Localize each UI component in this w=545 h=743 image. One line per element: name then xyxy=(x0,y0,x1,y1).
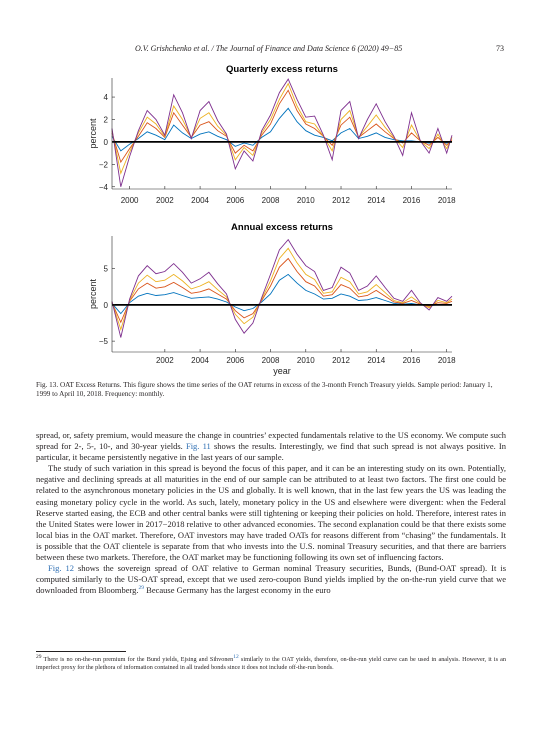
paragraph-1: spread, or, safety premium, would measur… xyxy=(36,430,506,463)
figure-caption: Fig. 13. OAT Excess Returns. This figure… xyxy=(36,381,493,398)
paragraph-1-text-a: spread, or, safety premium, would measur… xyxy=(36,430,506,452)
x-axis-label: year xyxy=(273,366,291,376)
footnote-29-ref[interactable]: 29 xyxy=(138,585,145,592)
y-tick-label: 0 xyxy=(104,301,109,310)
chart-title: Quarterly excess returns xyxy=(226,64,338,75)
y-tick-label: −2 xyxy=(99,160,109,169)
x-tick-label: 2012 xyxy=(332,356,350,365)
x-tick-label: 2008 xyxy=(262,356,280,365)
annual-excess-returns-chart: Annual excess returns −5 0 5 2002 2004 2006 200… xyxy=(88,222,456,376)
footnote-29: 29 There is no on-the-run premium for th… xyxy=(36,653,506,672)
footnote-number: 29 xyxy=(36,653,42,660)
x-tick-label: 2002 xyxy=(156,196,174,205)
x-tick-label: 2004 xyxy=(191,196,209,205)
paragraph-2: The study of such variation in this spre… xyxy=(36,463,506,563)
x-tick-label: 2006 xyxy=(226,196,244,205)
body-text: spread, or, safety premium, would measur… xyxy=(36,430,506,596)
x-tick-label: 2018 xyxy=(438,196,456,205)
x-tick-label: 2010 xyxy=(297,356,315,365)
series-line-s10 xyxy=(111,247,453,332)
x-tick-label: 2000 xyxy=(121,196,139,205)
y-axis-label: percent xyxy=(88,278,98,309)
footnote-text-a: There is no on-the-run premium for the B… xyxy=(41,656,234,663)
chart-title: Annual excess returns xyxy=(231,222,333,233)
x-tick-label: 2002 xyxy=(156,356,174,365)
series-line-s30 xyxy=(111,78,453,187)
paragraph-3-text-b: Because Germany has the largest economy … xyxy=(144,585,331,596)
y-tick-label: 5 xyxy=(104,265,109,274)
x-tick-label: 2016 xyxy=(403,196,421,205)
x-tick-label: 2016 xyxy=(403,356,421,365)
y-tick-label: 0 xyxy=(104,138,109,147)
y-tick-label: 4 xyxy=(104,93,109,102)
x-tick-label: 2010 xyxy=(297,196,315,205)
paragraph-3-text-a: shows the sovereign spread of OAT relati… xyxy=(36,563,507,596)
fig-12-link[interactable]: Fig. 12 xyxy=(48,563,74,574)
x-tick-label: 2008 xyxy=(262,196,280,205)
quarterly-excess-returns-chart: Quarterly excess returns −4 −2 0 2 4 2000 2002 2… xyxy=(88,64,456,205)
x-tick-label: 2014 xyxy=(367,196,385,205)
x-tick-label: 2014 xyxy=(367,356,385,365)
running-title: O.V. Grishchenko et al. / The Journal of… xyxy=(135,44,403,53)
series-line-s5 xyxy=(111,257,453,324)
footnote-rule xyxy=(36,651,126,652)
series-line-s5 xyxy=(111,89,453,164)
ref-12-link[interactable]: 12 xyxy=(233,653,239,660)
y-tick-label: −4 xyxy=(99,183,109,192)
y-axis-label: percent xyxy=(88,118,98,149)
fig-11-link[interactable]: Fig. 11 xyxy=(185,441,211,452)
x-tick-label: 2004 xyxy=(191,356,209,365)
x-tick-label: 2012 xyxy=(332,196,350,205)
paragraph-1-text-b: shows the results. Interestingly, we fin… xyxy=(36,441,507,463)
series-line-s30 xyxy=(111,238,453,338)
page-number: 73 xyxy=(496,44,504,53)
x-tick-label: 2006 xyxy=(226,356,244,365)
y-tick-label: 2 xyxy=(104,115,109,124)
series-line-s2 xyxy=(111,107,453,152)
y-tick-label: −5 xyxy=(99,337,109,346)
footnote-text-b: similarly to the OAT yields, therefore, … xyxy=(36,656,506,672)
series-line-s10 xyxy=(111,82,453,175)
paragraph-3: Fig. 12 shows the sovereign spread of OA… xyxy=(36,563,506,596)
series-line-s2 xyxy=(111,273,452,315)
x-tick-label: 2018 xyxy=(438,356,456,365)
